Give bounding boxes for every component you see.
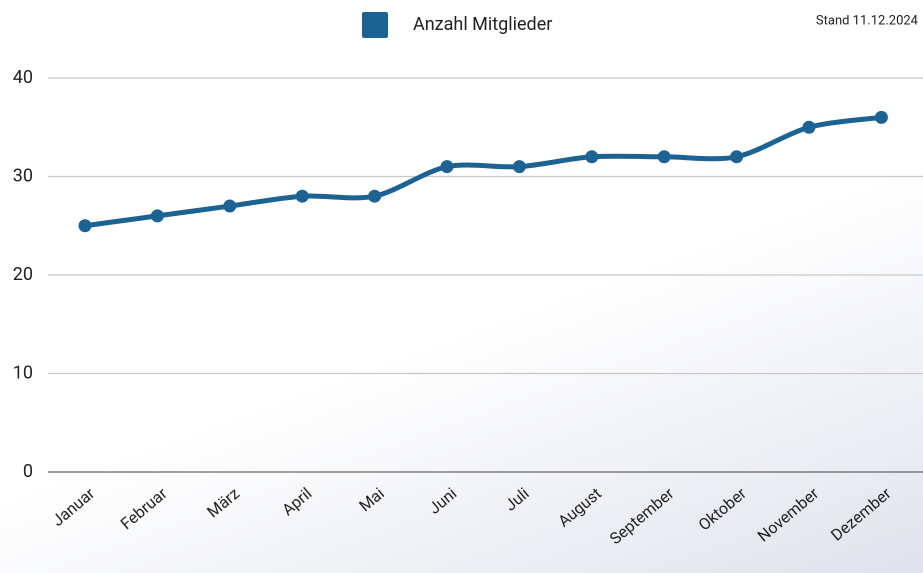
point bbox=[223, 199, 237, 213]
point bbox=[368, 189, 382, 203]
x-tick-label: Juli bbox=[501, 484, 533, 515]
x-tick-label: Oktober bbox=[695, 483, 751, 534]
point bbox=[150, 209, 164, 223]
point bbox=[440, 160, 454, 174]
annotation: Stand 11.12.2024 bbox=[816, 13, 919, 28]
y-tick-label: 30 bbox=[13, 165, 33, 186]
point bbox=[657, 150, 671, 164]
point bbox=[874, 110, 888, 124]
point bbox=[730, 150, 744, 164]
x-tick-label: September bbox=[606, 483, 678, 548]
y-tick-label: 10 bbox=[13, 362, 33, 383]
legend-label: Anzahl Mitglieder bbox=[413, 14, 552, 35]
x-tick-label: August bbox=[554, 484, 605, 531]
y-tick-label: 20 bbox=[13, 264, 33, 285]
line bbox=[82, 114, 884, 229]
x-tick-label: Mai bbox=[355, 484, 388, 516]
x-tick-label: Dezember bbox=[827, 483, 895, 544]
legend-swatch bbox=[362, 12, 388, 38]
x-tick-label: Februar bbox=[117, 483, 171, 533]
y-tick-label: 40 bbox=[13, 67, 33, 88]
y-tick-label: 0 bbox=[23, 461, 33, 482]
x-tick-label: Januar bbox=[48, 483, 98, 530]
x-tick-label: März bbox=[203, 484, 243, 522]
x-tick-label: November bbox=[754, 483, 823, 545]
x-tick-label: April bbox=[278, 484, 315, 520]
x-tick-label: Juni bbox=[425, 484, 460, 518]
point bbox=[78, 219, 92, 233]
point bbox=[295, 189, 309, 203]
point bbox=[585, 150, 599, 164]
point bbox=[802, 120, 816, 134]
point bbox=[512, 160, 526, 174]
